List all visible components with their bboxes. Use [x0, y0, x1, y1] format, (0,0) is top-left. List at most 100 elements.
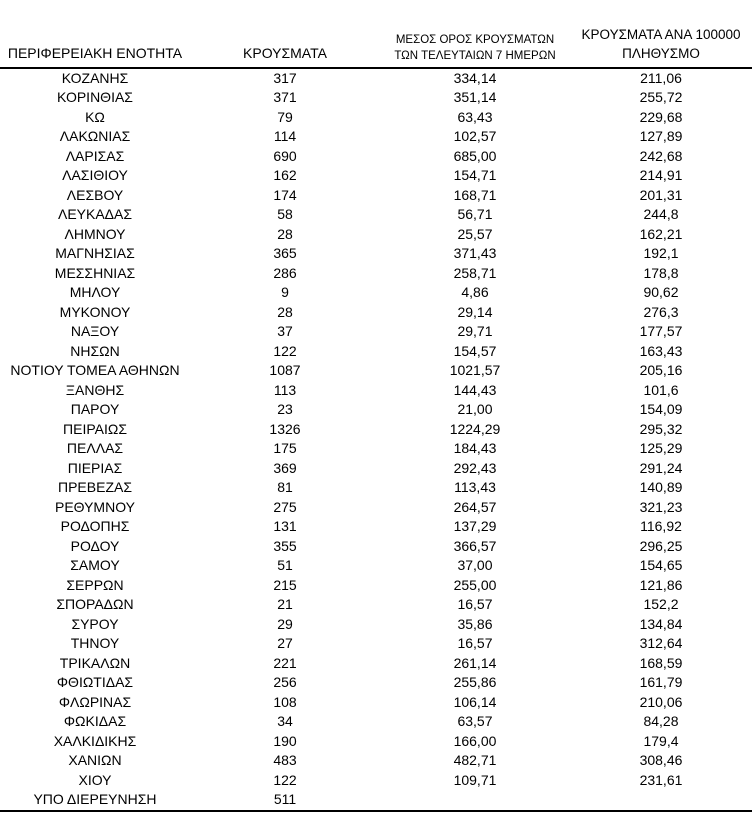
region-cell: ΥΠΟ ΔΙΕΡΕΥΝΗΣΗ [0, 790, 190, 812]
table-row: ΛΑΣΙΘΙΟΥ 162 154,71 214,91 [0, 166, 752, 186]
table-row: ΣΠΟΡΑΔΩΝ 21 16,57 152,2 [0, 595, 752, 615]
per100k-cell: 312,64 [639, 635, 683, 652]
col-header-region: ΠΕΡΙΦΕΡΕΙΑΚΗ ΕΝΟΤΗΤΑ [0, 0, 190, 69]
table-row: ΣΕΡΡΩΝ 215 255,00 121,86 [0, 576, 752, 596]
per100k-cell: 101,6 [643, 381, 679, 398]
region-cell: ΠΕΙΡΑΙΩΣ [63, 420, 127, 437]
per100k-cell: 90,62 [643, 284, 679, 301]
avg7-cell: 37,00 [457, 557, 493, 574]
cases-cell: 317 [273, 69, 297, 86]
region-cell: ΛΕΥΚΑΔΑΣ [57, 206, 133, 223]
table-row: ΜΗΛΟΥ 9 4,86 90,62 [0, 283, 752, 303]
table-row: ΣΑΜΟΥ 51 37,00 154,65 [0, 556, 752, 576]
table-row: ΠΕΛΛΑΣ 175 184,43 125,29 [0, 439, 752, 459]
cases-cell: 355 [273, 537, 297, 554]
table-row: ΠΕΙΡΑΙΩΣ 1326 1224,29 295,32 [0, 420, 752, 440]
avg7-cell: 29,14 [457, 303, 493, 320]
per100k-cell: 178,8 [643, 264, 679, 281]
per100k-cell: 163,43 [639, 342, 683, 359]
region-cell: ΧΑΛΚΙΔΙΚΗΣ [53, 732, 137, 749]
col-header-per100k: ΚΡΟΥΣΜΑΤΑ ΑΝΑ 100000 ΠΛΗΘΥΣΜΟ [570, 0, 752, 69]
cases-cell: 27 [277, 635, 293, 652]
per100k-cell: 125,29 [639, 440, 683, 457]
cases-cell: 511 [190, 790, 380, 812]
col-header-avg7-line2: ΤΩΝ ΤΕΛΕΥΤΑΙΩΝ 7 ΗΜΕΡΩΝ [394, 49, 556, 62]
cases-cell: 9 [281, 284, 289, 301]
per100k-cell [570, 790, 752, 812]
cases-cell: 114 [273, 128, 297, 145]
table-row: ΜΑΓΝΗΣΙΑΣ 365 371,43 192,1 [0, 244, 752, 264]
cases-cell: 23 [277, 401, 293, 418]
region-cell: ΚΟΡΙΝΘΙΑΣ [57, 89, 133, 106]
table-row: ΚΩ 79 63,43 229,68 [0, 108, 752, 128]
avg7-cell: 482,71 [453, 752, 497, 769]
avg7-cell: 35,86 [457, 615, 493, 632]
avg7-cell: 16,57 [457, 635, 493, 652]
per100k-cell: 205,16 [639, 362, 683, 379]
col-header-per100k-line2: ΠΛΗΘΥΣΜΟ [622, 45, 700, 61]
avg7-cell: 261,14 [453, 654, 497, 671]
table-row: ΝΑΞΟΥ 37 29,71 177,57 [0, 322, 752, 342]
table-row: ΡΟΔΟΠΗΣ 131 137,29 116,92 [0, 517, 752, 537]
cases-cell: 365 [273, 245, 297, 262]
cases-cell: 190 [273, 732, 297, 749]
cases-cell: 113 [273, 381, 297, 398]
per100k-cell: 321,23 [639, 498, 683, 515]
avg7-cell: 16,57 [457, 596, 493, 613]
region-cell: ΤΗΝΟΥ [70, 635, 120, 652]
per100k-cell: 210,06 [639, 693, 683, 710]
cases-cell: 174 [273, 186, 297, 203]
region-cell: ΦΛΩΡΙΝΑΣ [58, 693, 132, 710]
per100k-cell: 214,91 [639, 167, 683, 184]
avg7-cell: 1224,29 [449, 420, 501, 437]
per100k-cell: 116,92 [640, 518, 682, 535]
table-row: ΝΗΣΩΝ 122 154,57 163,43 [0, 342, 752, 362]
avg7-cell: 258,71 [453, 264, 497, 281]
per100k-cell: 308,46 [639, 752, 683, 769]
cases-cell: 1326 [269, 420, 301, 437]
region-cell: ΜΥΚΟΝΟΥ [59, 303, 131, 320]
per100k-cell: 177,57 [639, 323, 683, 340]
cases-cell: 221 [273, 654, 297, 671]
avg7-cell: 29,71 [457, 323, 493, 340]
cases-cell: 122 [273, 342, 297, 359]
per100k-cell: 162,21 [639, 225, 683, 242]
table-row: ΠΑΡΟΥ 23 21,00 154,09 [0, 400, 752, 420]
avg7-cell: 102,57 [453, 128, 497, 145]
table-row: ΧΙΟΥ 122 109,71 231,61 [0, 771, 752, 791]
region-cell: ΠΙΕΡΙΑΣ [67, 459, 123, 476]
per100k-cell: 154,09 [639, 401, 683, 418]
cases-cell: 28 [277, 303, 293, 320]
table-row: ΜΕΣΣΗΝΙΑΣ 286 258,71 178,8 [0, 264, 752, 284]
table-row: ΦΘΙΩΤΙΔΑΣ 256 255,86 161,79 [0, 673, 752, 693]
region-cell: ΠΑΡΟΥ [70, 401, 120, 418]
region-cell: ΛΑΣΙΘΙΟΥ [62, 167, 128, 184]
cases-cell: 122 [273, 771, 297, 788]
region-cell: ΛΑΚΩΝΙΑΣ [59, 128, 131, 145]
avg7-cell: 63,57 [457, 713, 493, 730]
region-cell: ΛΗΜΝΟΥ [64, 225, 126, 242]
cases-cell: 131 [273, 518, 297, 535]
region-cell: ΧΙΟΥ [78, 771, 112, 788]
table-row: ΡΟΔΟΥ 355 366,57 296,25 [0, 537, 752, 557]
avg7-cell: 371,43 [453, 245, 497, 262]
cases-cell: 108 [273, 693, 297, 710]
table-row: ΤΗΝΟΥ 27 16,57 312,64 [0, 634, 752, 654]
per100k-cell: 296,25 [639, 537, 683, 554]
avg7-cell: 255,00 [453, 576, 497, 593]
col-header-avg7: ΜΕΣΟΣ ΟΡΟΣ ΚΡΟΥΣΜΑΤΩΝ ΤΩΝ ΤΕΛΕΥΤΑΙΩΝ 7 Η… [380, 0, 570, 69]
per100k-cell: 244,8 [643, 206, 679, 223]
per100k-cell: 84,28 [643, 713, 679, 730]
table-body: ΚΟΖΑΝΗΣ 317 334,14 211,06 ΚΟΡΙΝΘΙΑΣ 371 351,14… [0, 68, 752, 812]
avg7-cell: 144,43 [453, 381, 497, 398]
per100k-cell: 168,59 [639, 654, 683, 671]
cases-cell: 162 [273, 167, 297, 184]
per100k-cell: 276,3 [643, 303, 679, 320]
region-cell: ΣΥΡΟΥ [71, 615, 119, 632]
avg7-cell: 113,43 [454, 479, 496, 496]
table-row: ΥΠΟ ΔΙΕΡΕΥΝΗΣΗ 511 [0, 790, 752, 812]
avg7-cell: 56,71 [457, 206, 493, 223]
table-row: ΧΑΛΚΙΔΙΚΗΣ 190 166,00 179,4 [0, 732, 752, 752]
region-cell: ΚΟΖΑΝΗΣ [61, 69, 129, 86]
region-cell: ΡΟΔΟΠΗΣ [60, 518, 130, 535]
